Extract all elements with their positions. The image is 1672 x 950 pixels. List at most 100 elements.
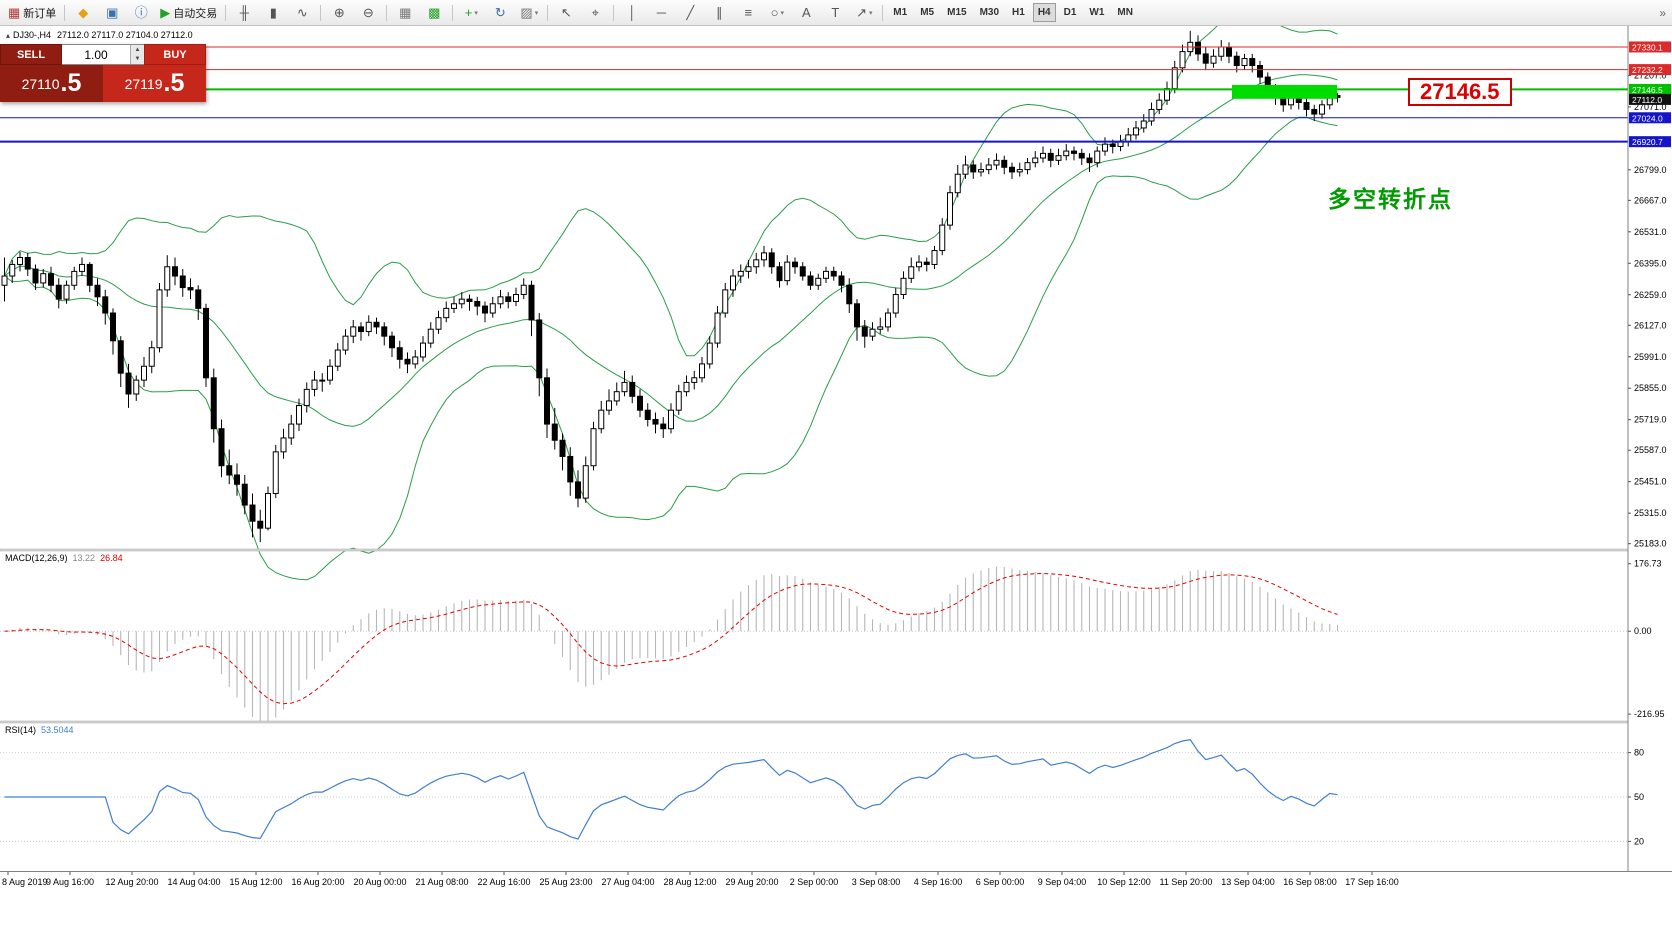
macd-main-value: 13.22 [72, 553, 96, 563]
arrange-grid-button[interactable]: ▩ [420, 1, 448, 24]
shapes-button[interactable]: ○ ▾ [763, 1, 791, 24]
svg-text:25587.0: 25587.0 [1634, 445, 1667, 455]
macd-label: MACD(12,26,9) 13.22 26.84 [5, 553, 123, 563]
sell-button[interactable]: SELL [0, 44, 62, 65]
chart-cycle-icon: ↻ [494, 5, 506, 20]
sell-price[interactable]: 27110 .5 [0, 65, 103, 102]
turning-point-annotation[interactable]: 多空转折点 [1328, 186, 1453, 212]
vertical-line-button[interactable]: │ [618, 1, 646, 24]
price-level-label[interactable]: 27146.5 [1408, 78, 1512, 106]
timeframe-m15[interactable]: M15 [947, 7, 967, 18]
svg-text:25451.0: 25451.0 [1634, 477, 1667, 487]
volume-stepper: ▲ ▼ [130, 45, 144, 64]
svg-text:2 Sep 00:00: 2 Sep 00:00 [790, 877, 839, 887]
chart-template-button[interactable]: ▨ ▾ [515, 1, 543, 24]
bar-chart-icon: ╫ [239, 5, 249, 20]
chevron-down-icon[interactable]: ▾ [534, 9, 539, 17]
panel-splitter[interactable] [0, 548, 1672, 552]
vertical-line-icon: │ [628, 5, 637, 20]
line-chart-button[interactable]: ∿ [288, 1, 316, 24]
timeframe-m5[interactable]: M5 [920, 7, 935, 18]
toolbar-separator [882, 4, 884, 21]
chevron-down-icon[interactable]: ▾ [780, 9, 784, 17]
candles-layer[interactable] [1, 30, 1341, 543]
text-button[interactable]: A [792, 1, 820, 24]
zoom-in-button[interactable]: ⊕ [325, 1, 353, 24]
horizontal-line-icon: ─ [656, 5, 666, 20]
consolidation-box[interactable] [1232, 84, 1337, 99]
timeframe-m1[interactable]: M1 [893, 7, 908, 18]
price-axis[interactable]: 27207.0 27071.0 26799.0 26667.0 26531.0 26395… [1627, 25, 1672, 872]
trendline-button[interactable]: ╱ [676, 1, 704, 24]
timeframe-mn[interactable]: MN [1117, 7, 1133, 18]
buy-button[interactable]: BUY [144, 44, 206, 65]
svg-text:80: 80 [1634, 748, 1644, 758]
timeframe-m30[interactable]: M30 [979, 7, 1000, 18]
label-icon: T [831, 5, 840, 20]
svg-text:26667.0: 26667.0 [1634, 195, 1667, 205]
auto-trading-button[interactable]: ▶ 自动交易 [156, 1, 221, 24]
svg-text:13 Sep 04:00: 13 Sep 04:00 [1221, 877, 1275, 887]
add-indicator-icon: + [464, 5, 473, 20]
macd-name: MACD(12,26,9) [5, 553, 68, 563]
toolbar-separator [452, 4, 454, 21]
svg-text:11 Sep 20:00: 11 Sep 20:00 [1160, 877, 1213, 887]
svg-text:27112.0: 27112.0 [1632, 95, 1662, 105]
zoom-out-icon: ⊖ [362, 5, 374, 20]
svg-text:25 Aug 23:00: 25 Aug 23:00 [539, 877, 592, 887]
rsi-panel[interactable] [0, 739, 1628, 842]
chevron-down-icon[interactable]: ▾ [868, 9, 873, 17]
zoom-out-button[interactable]: ⊖ [354, 1, 382, 24]
horizontal-line-button[interactable]: ─ [647, 1, 675, 24]
chart-cycle-button[interactable]: ↻ [486, 1, 514, 24]
svg-text:26395.0: 26395.0 [1634, 258, 1667, 268]
svg-text:27024.0: 27024.0 [1632, 113, 1663, 123]
cursor-button[interactable]: ↖ [552, 1, 580, 24]
svg-text:22 Aug 16:00: 22 Aug 16:00 [477, 877, 530, 887]
horizontal-levels[interactable] [0, 46, 1628, 143]
crosshair-button[interactable]: ⌖ [581, 1, 609, 24]
label-button[interactable]: T [821, 1, 849, 24]
volume-down-icon[interactable]: ▼ [131, 54, 144, 64]
chevron-down-icon[interactable]: ▾ [474, 9, 478, 17]
toolbar-overflow-icon[interactable]: » [1659, 5, 1666, 20]
one-click-toggle-icon[interactable]: ▴ [6, 31, 11, 40]
rsi-value: 53.5044 [41, 725, 74, 735]
volume-value[interactable]: 1.00 [84, 47, 108, 62]
timeframe-d1[interactable]: D1 [1063, 7, 1077, 18]
timeframe-w1[interactable]: W1 [1089, 7, 1105, 18]
svg-text:0.00: 0.00 [1634, 626, 1652, 636]
channel-button[interactable]: ∥ [705, 1, 733, 24]
trendline-icon: ╱ [686, 5, 695, 20]
macd-panel[interactable] [0, 566, 1628, 721]
tile-windows-button[interactable]: ▦ [391, 1, 419, 24]
svg-text:27146.5: 27146.5 [1632, 85, 1663, 95]
svg-text:27330.1: 27330.1 [1632, 42, 1663, 52]
volume-up-icon[interactable]: ▲ [131, 45, 144, 55]
candlestick-chart-button[interactable]: ▮ [259, 1, 287, 24]
arrows-button[interactable]: ↗ ▾ [850, 1, 878, 24]
svg-text:27232.2: 27232.2 [1632, 65, 1663, 75]
print-button[interactable]: ▣ [98, 1, 126, 24]
mql5-community-button[interactable]: ◆ [69, 1, 97, 24]
bar-chart-button[interactable]: ╫ [230, 1, 258, 24]
timeframe-h1[interactable]: H1 [1012, 7, 1025, 18]
rsi-name: RSI(14) [5, 725, 37, 735]
svg-text:-216.95: -216.95 [1634, 709, 1665, 719]
panel-splitter[interactable] [0, 720, 1672, 724]
volume-field[interactable]: 1.00 ▲ ▼ [62, 44, 144, 65]
new-order-button[interactable]: ▦ 新订单 [4, 1, 60, 24]
sell-price-main: 27110 [21, 75, 60, 92]
timeframe-h4[interactable]: H4 [1032, 3, 1056, 22]
fibonacci-button[interactable]: ≡ [734, 1, 762, 24]
one-click-trading-panel: SELL 1.00 ▲ ▼ BUY 27110 .5 27119 .5 [0, 44, 206, 102]
buy-price[interactable]: 27119 .5 [103, 65, 206, 102]
svg-text:9 Aug 16:00: 9 Aug 16:00 [46, 877, 94, 887]
info-button[interactable]: ⓘ [127, 1, 155, 24]
tile-windows-icon: ▦ [399, 5, 412, 20]
svg-text:12 Aug 20:00: 12 Aug 20:00 [105, 877, 158, 887]
cursor-icon: ↖ [560, 5, 572, 20]
add-indicator-button[interactable]: + ▾ [457, 1, 485, 24]
